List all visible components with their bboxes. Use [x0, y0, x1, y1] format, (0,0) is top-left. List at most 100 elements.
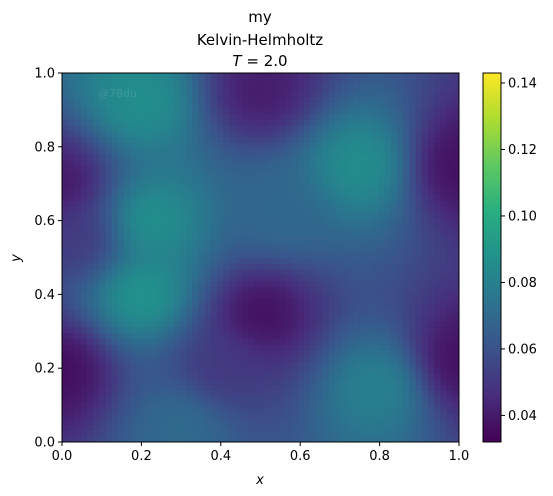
- heatmap-cell: [378, 188, 386, 195]
- heatmap-cell: [210, 286, 218, 293]
- heatmap-cell: [359, 78, 367, 86]
- heatmap-cell: [341, 395, 348, 403]
- heatmap-cell: [452, 84, 459, 91]
- heatmap-cell: [254, 188, 262, 195]
- heatmap-cell: [148, 332, 156, 339]
- heatmap-cell: [390, 309, 398, 316]
- heatmap-cell: [179, 222, 187, 230]
- heatmap-cell: [167, 188, 175, 195]
- heatmap-cell: [241, 384, 249, 391]
- heatmap-cell: [446, 280, 454, 287]
- heatmap-cell: [285, 217, 293, 224]
- heatmap-cell: [334, 430, 342, 437]
- heatmap-cell: [86, 159, 94, 166]
- heatmap-cell: [260, 372, 268, 380]
- heatmap-cell: [241, 147, 249, 155]
- heatmap-cell: [347, 361, 355, 368]
- heatmap-cell: [378, 303, 386, 310]
- heatmap-cell: [223, 367, 231, 374]
- heatmap-cell: [99, 424, 107, 432]
- heatmap-cell: [359, 413, 367, 420]
- heatmap-cell: [260, 199, 268, 207]
- heatmap-cell: [179, 343, 187, 351]
- heatmap-cell: [310, 343, 317, 351]
- heatmap-cell: [173, 107, 181, 114]
- heatmap-cell: [93, 257, 100, 264]
- heatmap-cell: [229, 326, 237, 334]
- heatmap-cell: [210, 418, 218, 426]
- heatmap-cell: [384, 159, 392, 166]
- heatmap-cell: [223, 84, 231, 91]
- heatmap-cell: [291, 286, 299, 293]
- heatmap-cell: [173, 90, 181, 97]
- heatmap-cell: [446, 199, 454, 207]
- heatmap-cell: [186, 292, 193, 299]
- heatmap-cell: [210, 84, 218, 91]
- heatmap-cell: [421, 263, 429, 270]
- heatmap-cell: [93, 286, 100, 293]
- heatmap-cell: [248, 395, 255, 403]
- heatmap-cell: [198, 188, 206, 195]
- heatmap-cell: [210, 228, 218, 236]
- heatmap-cell: [105, 436, 113, 442]
- heatmap-cell: [254, 355, 262, 362]
- heatmap-cell: [403, 309, 410, 316]
- heatmap-cell: [372, 73, 379, 80]
- heatmap-cell: [285, 390, 293, 397]
- heatmap-cell: [316, 251, 324, 259]
- heatmap-cell: [192, 257, 200, 264]
- heatmap-cell: [260, 257, 268, 264]
- heatmap-cell: [155, 78, 162, 86]
- heatmap-cell: [130, 188, 138, 195]
- heatmap-cell: [198, 176, 206, 184]
- heatmap-cell: [204, 257, 212, 264]
- heatmap-cell: [117, 251, 125, 259]
- heatmap-cell: [173, 101, 181, 109]
- heatmap-cell: [86, 188, 94, 195]
- heatmap-cell: [390, 349, 398, 357]
- heatmap-cell: [415, 73, 423, 80]
- heatmap-cell: [86, 147, 94, 155]
- heatmap-cell: [297, 142, 305, 149]
- heatmap-cell: [421, 90, 429, 97]
- heatmap-cell: [421, 367, 429, 374]
- heatmap-cell: [310, 211, 317, 218]
- heatmap-cell: [167, 349, 175, 357]
- heatmap-cell: [378, 355, 386, 362]
- heatmap-cell: [117, 107, 125, 114]
- heatmap-cell: [291, 436, 299, 442]
- heatmap-cell: [186, 424, 193, 432]
- heatmap-cell: [86, 309, 94, 316]
- heatmap-cell: [452, 90, 459, 97]
- heatmap-cell: [272, 263, 280, 270]
- heatmap-cell: [372, 297, 379, 305]
- heatmap-cell: [124, 153, 131, 161]
- heatmap-cell: [378, 107, 386, 114]
- heatmap-cell: [161, 73, 169, 80]
- heatmap-cell: [285, 84, 293, 91]
- heatmap-cell: [316, 263, 324, 270]
- heatmap-cell: [74, 171, 82, 178]
- heatmap-cell: [173, 367, 181, 374]
- heatmap-cell: [285, 194, 293, 201]
- heatmap-cell: [378, 326, 386, 334]
- heatmap-cell: [291, 205, 299, 212]
- heatmap-cell: [285, 136, 293, 143]
- heatmap-cell: [74, 280, 82, 287]
- heatmap-cell: [235, 182, 243, 189]
- heatmap-cell: [223, 101, 231, 109]
- heatmap-cell: [384, 269, 392, 276]
- heatmap-cell: [173, 274, 181, 282]
- heatmap-cell: [440, 320, 448, 328]
- heatmap-cell: [260, 142, 268, 149]
- heatmap-cell: [378, 436, 386, 442]
- heatmap-cell: [396, 430, 404, 437]
- heatmap-cell: [136, 303, 144, 310]
- heatmap-cell: [347, 188, 355, 195]
- heatmap-cell: [365, 222, 373, 230]
- heatmap-cell: [68, 274, 75, 282]
- heatmap-cell: [62, 176, 69, 184]
- heatmap-cell: [93, 418, 100, 426]
- heatmap-cell: [99, 355, 107, 362]
- heatmap-cell: [272, 199, 280, 207]
